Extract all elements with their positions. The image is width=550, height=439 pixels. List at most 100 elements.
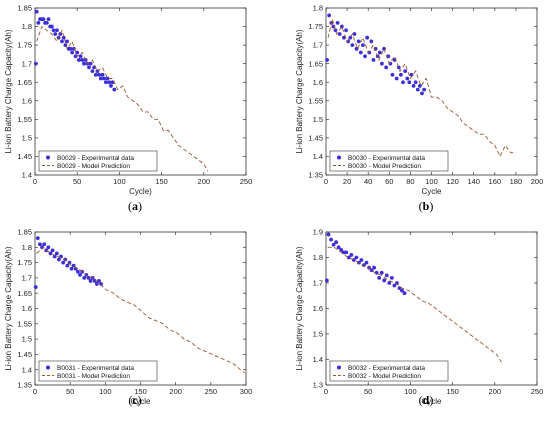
data-point-experimental (93, 72, 98, 77)
legend-swatch-marker (46, 155, 50, 160)
y-tick-label: 1.7 (22, 59, 32, 68)
y-tick-label: 1.4 (22, 171, 32, 180)
x-tick-label: 140 (467, 177, 480, 186)
data-point-experimental (405, 76, 410, 81)
y-tick-label: 1.65 (308, 59, 323, 68)
data-point-experimental (415, 87, 420, 92)
data-point-experimental (413, 80, 418, 85)
chart-panel-c: 0 50 100 150 200 250 300 1.35 1.4 1.45 1.5 1.55 1.6 1… (4, 228, 252, 407)
data-point-experimental (34, 9, 39, 14)
x-tick-label: 80 (406, 177, 414, 186)
data-point-experimental (409, 72, 414, 77)
data-point-experimental (350, 43, 355, 48)
y-axis-label: Li-ion Battery Charge Capacity(Ah) (295, 246, 304, 370)
plot-frame (325, 7, 538, 176)
data-point-experimental (61, 35, 66, 40)
legend-box (329, 360, 449, 382)
data-point-experimental (336, 245, 341, 250)
data-point-experimental (382, 278, 387, 283)
y-tick-label: 1.6 (22, 96, 32, 105)
x-tick-label: 250 (205, 387, 218, 396)
x-tick-label: 200 (531, 177, 544, 186)
data-point-experimental (48, 251, 53, 256)
legend-entry: B0031 - Model Prediction (57, 373, 130, 380)
legend-swatch-marker (337, 365, 341, 370)
y-tick-label: 1.8 (22, 22, 32, 31)
data-point-experimental (36, 20, 41, 25)
y-tick-label: 1.8 (313, 4, 323, 13)
data-point-experimental (358, 50, 363, 55)
panel-label: (b) (419, 199, 434, 213)
chart-panel-b: 0 20 40 60 80 100 120 140 160 180 200 1.35 1.4 1.45 1.… (295, 4, 543, 213)
data-point-experimental (394, 76, 399, 81)
data-point-experimental (33, 61, 38, 66)
y-tick-label: 1.5 (22, 133, 32, 142)
data-point-experimental (100, 72, 105, 77)
data-point-experimental (326, 232, 331, 237)
data-point-experimental (98, 76, 103, 81)
x-tick-label: 180 (510, 177, 523, 186)
data-point-experimental (46, 17, 51, 22)
data-point-experimental (372, 265, 377, 270)
data-point-experimental (54, 251, 59, 256)
legend-entry: B0030 - Experimental data (348, 155, 425, 162)
data-point-experimental (86, 276, 91, 280)
x-tick-label: 20 (343, 177, 351, 186)
data-point-experimental (82, 61, 86, 66)
x-tick-label: 150 (446, 387, 459, 396)
y-tick-label: 1.6 (313, 304, 323, 313)
data-point-experimental (51, 28, 56, 33)
data-point-experimental (97, 279, 101, 283)
data-point-experimental (396, 65, 401, 70)
legend-swatch-marker (337, 155, 341, 160)
data-point-experimental (377, 276, 382, 280)
data-point-experimental (41, 17, 46, 22)
data-point-experimental (97, 72, 102, 77)
data-point-experimental (49, 24, 54, 29)
data-point-experimental (88, 279, 93, 283)
x-tick-label: 120 (446, 177, 459, 186)
plot-frame (34, 7, 247, 176)
x-tick-label: 150 (155, 177, 168, 186)
data-point-experimental (76, 269, 80, 274)
data-point-experimental (346, 39, 351, 44)
chart-panel-a: 0 50 100 150 200 250 1.4 1.45 1.5 1.55 1.6 1.65 1.7 1… (4, 4, 252, 213)
data-point-experimental (331, 242, 336, 247)
x-axis-label: Cycle (421, 397, 442, 406)
data-point-experimental (369, 39, 374, 44)
y-tick-label: 1.6 (313, 78, 323, 87)
x-tick-label: 150 (134, 387, 147, 396)
data-point-experimental (411, 84, 416, 88)
x-tick-label: 0 (324, 387, 328, 396)
data-point-experimental (342, 35, 346, 40)
data-point-experimental (422, 87, 427, 92)
data-point-experimental (53, 32, 58, 36)
series-line-model-prediction (36, 246, 245, 374)
data-point-experimental (61, 260, 66, 265)
data-point-experimental (337, 32, 342, 36)
data-point-experimental (94, 282, 99, 286)
data-point-experimental (82, 276, 87, 280)
y-tick-label: 1.5 (22, 335, 32, 344)
x-tick-label: 100 (113, 177, 126, 186)
data-point-experimental (75, 50, 80, 55)
panel-label: (c) (128, 393, 141, 407)
y-tick-label: 1.75 (308, 22, 323, 31)
data-point-experimental (392, 283, 397, 288)
data-point-experimental (389, 276, 394, 280)
x-tick-label: 200 (169, 387, 182, 396)
data-point-experimental (90, 69, 95, 73)
data-point-experimental (377, 50, 382, 55)
data-point-experimental (399, 72, 403, 77)
y-tick-label: 1.45 (17, 152, 32, 161)
y-axis-label: Li-ion Battery Charge Capacity(Ah) (4, 246, 13, 370)
data-point-experimental (52, 254, 57, 259)
data-point-experimental (346, 255, 351, 260)
data-point-experimental (78, 272, 82, 277)
data-point-experimental (60, 39, 64, 44)
y-tick-label: 1.9 (313, 228, 323, 237)
chart-panel-d: 0 50 100 150 200 250 1.3 1.4 1.5 1.6 1.7 1.8 1.9 Cycl… (295, 228, 543, 407)
legend-entry: B0030 - Model Prediction (348, 163, 421, 170)
x-tick-label: 200 (489, 387, 502, 396)
x-tick-label: 100 (404, 387, 417, 396)
